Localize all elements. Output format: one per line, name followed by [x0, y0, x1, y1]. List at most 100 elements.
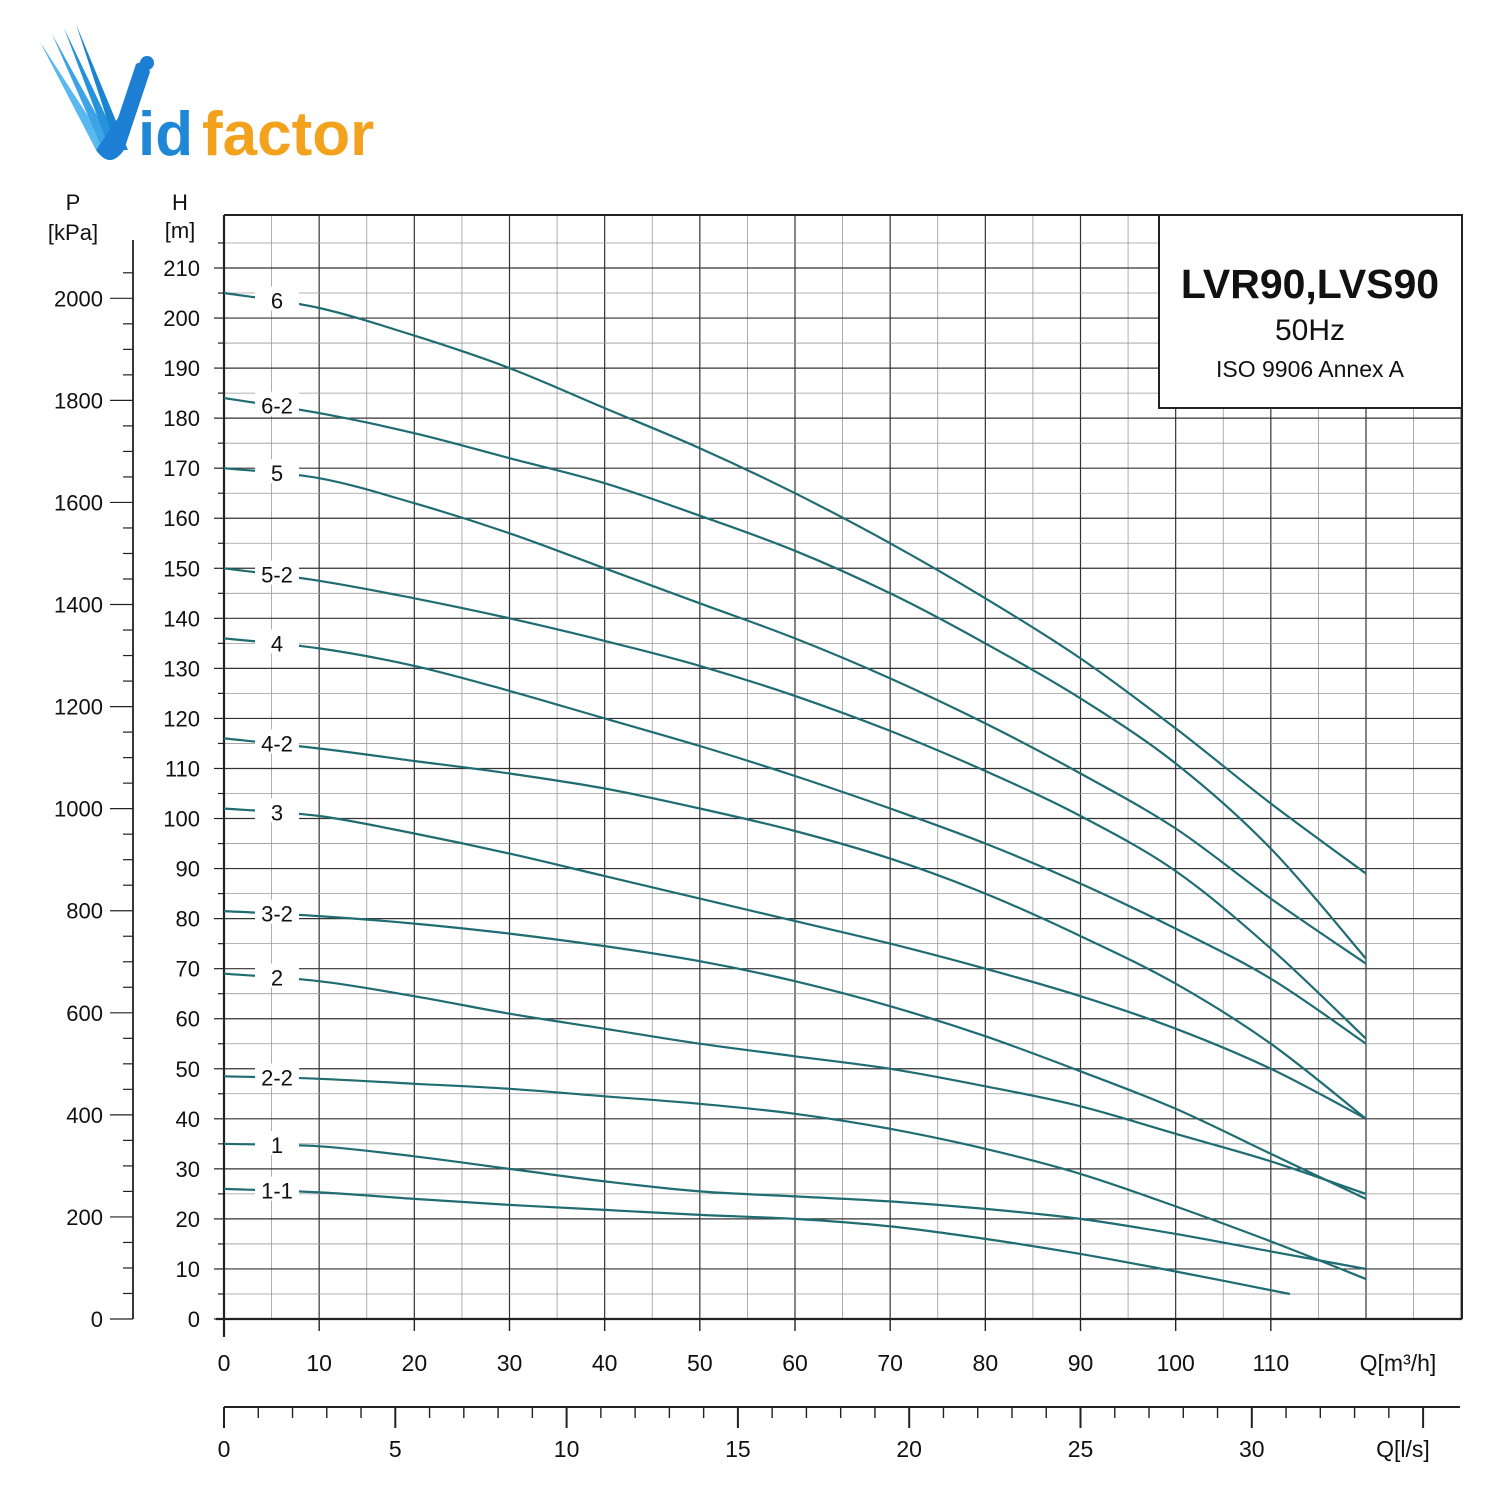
p-tick-label: 1200 — [54, 695, 103, 720]
h-tick-label: 90 — [176, 857, 200, 882]
curve-label-1: 1 — [271, 1133, 283, 1158]
q-tick-label: 80 — [973, 1350, 999, 1376]
q-m3h-axis-ticks: 0 10 20 30 40 50 60 70 80 90 100 110 — [218, 1319, 1289, 1376]
curve-1 — [223, 1142, 1367, 1271]
curve-6 — [223, 291, 1367, 875]
h-tick-label: 80 — [176, 907, 200, 932]
h-tick-label: 0 — [188, 1307, 200, 1332]
curve-4-2 — [223, 737, 1367, 1120]
q-tick-label: 40 — [592, 1350, 618, 1376]
q-ls-axis-label: Q[l/s] — [1376, 1436, 1430, 1462]
curve-label-5: 5 — [271, 461, 283, 486]
curve-labels: 6 6-2 5 5-2 4 4-2 3 3-2 2 2-2 1 1-1 — [255, 286, 299, 1204]
curve-label-4-2: 4-2 — [261, 731, 293, 756]
h-tick-label: 50 — [176, 1057, 200, 1082]
curve-label-bg — [255, 729, 299, 754]
p-axis-unit: [kPa] — [48, 220, 98, 245]
h-tick-label: 120 — [163, 706, 200, 731]
curve-label-bg — [255, 391, 299, 416]
h-tick-label: 60 — [176, 1007, 200, 1032]
curve-label-5-2: 5-2 — [261, 563, 293, 588]
curve-label-3-2: 3-2 — [261, 902, 293, 927]
p-tick-label: 2000 — [54, 286, 103, 311]
curve-label-bg — [255, 286, 299, 311]
curve-5 — [223, 467, 1367, 965]
p-tick-label: 1400 — [54, 593, 103, 618]
logo-text-suffix: factor — [202, 100, 374, 169]
curves — [223, 291, 1367, 1296]
h-axis-ticks: 0 10 20 30 40 50 60 70 80 90 100 110 120 130 140 150 160… — [163, 256, 200, 1332]
h-tick-label: 140 — [163, 606, 200, 631]
curve-label-bg — [255, 963, 299, 988]
curve-label-bg — [255, 1176, 299, 1201]
h-tick-label: 110 — [165, 756, 200, 781]
p-axis-label: P — [66, 190, 81, 215]
q-ls-tick-label: 10 — [554, 1436, 580, 1462]
h-tick-label: 10 — [176, 1257, 200, 1282]
curve-label-6-2: 6-2 — [261, 394, 293, 419]
h-tick-label: 40 — [176, 1107, 200, 1132]
h-tick-label: 130 — [163, 656, 200, 681]
p-tick-label: 1000 — [54, 797, 103, 822]
q-tick-label: 60 — [782, 1350, 808, 1376]
q-tick-label: 30 — [497, 1350, 523, 1376]
curve-5-2 — [223, 567, 1367, 1040]
curve-label-bg — [255, 1131, 299, 1156]
p-axis: 0 200 400 600 800 1000 1200 1400 1600 1800 2000 — [54, 240, 134, 1332]
curve-label-2-2: 2-2 — [261, 1066, 293, 1091]
p-tick-label: 1800 — [54, 388, 103, 413]
p-tick-label: 800 — [66, 899, 103, 924]
curve-label-bg — [255, 899, 299, 924]
q-tick-label: 110 — [1252, 1350, 1289, 1376]
curve-1-1 — [223, 1187, 1291, 1296]
h-tick-label: 100 — [163, 807, 200, 832]
curve-label-bg — [255, 560, 299, 585]
q-ls-tick-label: 0 — [218, 1436, 231, 1462]
h-tick-label: 20 — [176, 1207, 200, 1232]
p-tick-label: 1600 — [54, 490, 103, 515]
q-m3h-axis-label: Q[m³/h] — [1360, 1350, 1437, 1376]
h-tick-label: 30 — [176, 1157, 200, 1182]
header-box: LVR90,LVS90 50Hz ISO 9906 Annex A — [1158, 214, 1463, 409]
q-tick-label: 10 — [306, 1350, 332, 1376]
q-ls-tick-label: 20 — [896, 1436, 922, 1462]
q-ls-tick-label: 30 — [1239, 1436, 1265, 1462]
h-tick-label: 200 — [163, 306, 200, 331]
curve-label-1-1: 1-1 — [261, 1179, 293, 1204]
q-ls-tick-label: 25 — [1068, 1436, 1094, 1462]
q-ls-tick-label: 15 — [725, 1436, 751, 1462]
curve-label-bg — [255, 798, 299, 823]
header-title: LVR90,LVS90 — [1181, 261, 1439, 307]
curve-2 — [223, 972, 1367, 1195]
q-ls-tick-label: 5 — [389, 1436, 402, 1462]
h-axis-label: H — [172, 190, 188, 215]
h-tick-label: 190 — [163, 356, 200, 381]
curve-3-2 — [223, 910, 1367, 1200]
curve-label-4: 4 — [271, 631, 283, 656]
p-tick-label: 0 — [91, 1307, 103, 1332]
p-tick-label: 200 — [66, 1205, 103, 1230]
q-tick-label: 90 — [1068, 1350, 1094, 1376]
curve-6-2 — [223, 397, 1367, 960]
p-tick-label: 400 — [66, 1103, 103, 1128]
curve-label-2: 2 — [271, 965, 283, 990]
p-tick-label: 600 — [66, 1001, 103, 1026]
curve-label-3: 3 — [271, 800, 283, 825]
curve-label-bg — [255, 1063, 299, 1088]
curve-label-6: 6 — [271, 289, 283, 314]
header-frequency: 50Hz — [1275, 314, 1345, 347]
q-tick-label: 0 — [218, 1350, 231, 1376]
h-axis-unit: [m] — [165, 218, 196, 243]
vidfactor-logo: id factor — [40, 24, 374, 169]
q-tick-label: 70 — [877, 1350, 903, 1376]
logo-feather-icon — [40, 24, 154, 161]
h-tick-label: 170 — [163, 456, 200, 481]
h-tick-label: 210 — [163, 256, 200, 281]
curve-2-2 — [223, 1075, 1367, 1281]
curve-label-bg — [255, 459, 299, 484]
q-tick-label: 20 — [402, 1350, 428, 1376]
h-tick-label: 150 — [163, 556, 200, 581]
curve-label-bg — [255, 629, 299, 654]
curve-4 — [223, 637, 1367, 1045]
